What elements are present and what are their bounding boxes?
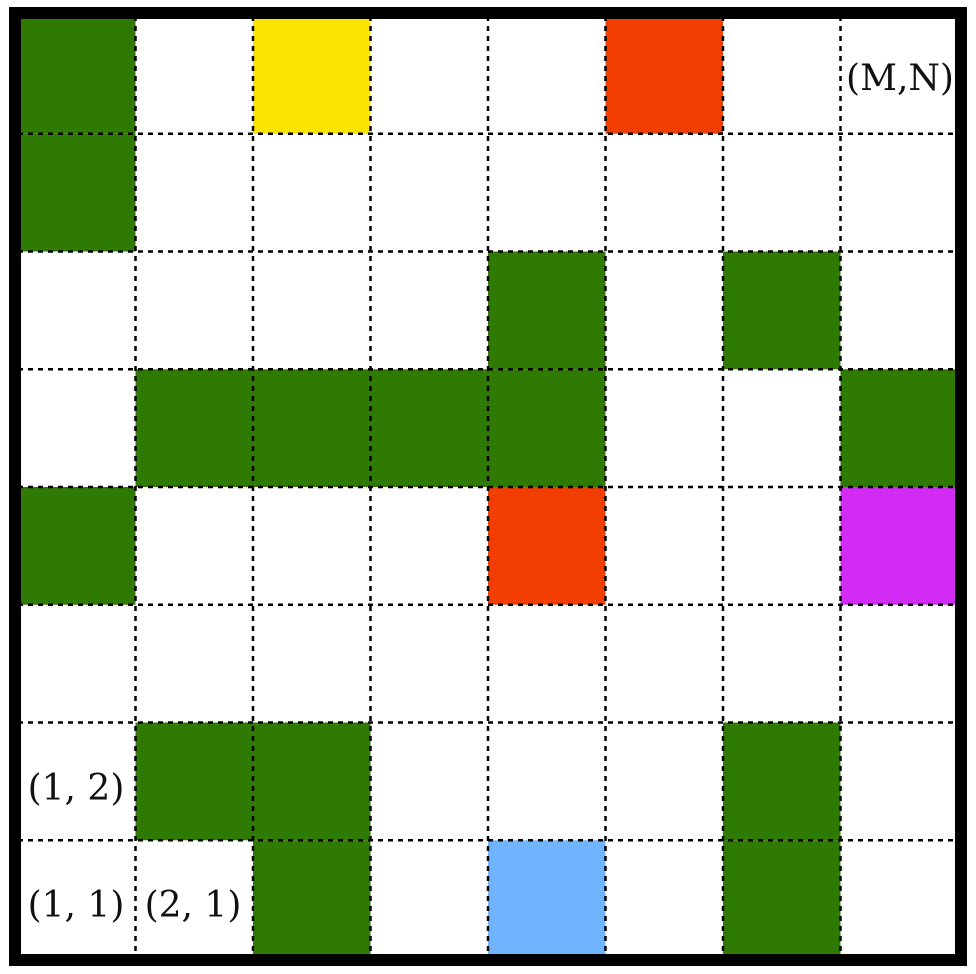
labels-layer: (M,N) (1, 2) (1, 1) (2, 1)	[28, 58, 954, 926]
obstacle-cell-1-8	[18, 16, 136, 134]
label-m-n: (M,N)	[846, 58, 954, 99]
obstacle-cell-5-6	[488, 251, 606, 370]
red-cell-cell-5-4	[488, 487, 606, 605]
cells-layer	[18, 16, 958, 958]
obstacle-cell-3-2	[253, 722, 371, 841]
grid-lines	[18, 16, 958, 958]
red-cell-cell-6-8	[605, 16, 723, 134]
magenta-cell-cell-8-4	[840, 487, 958, 605]
obstacle-cell-3-5	[253, 369, 371, 487]
obstacle-cell-7-1	[723, 840, 841, 958]
obstacle-cell-5-5	[488, 369, 606, 487]
obstacle-cell-2-5	[135, 369, 253, 487]
label-1-1: (1, 1)	[28, 885, 125, 926]
obstacle-cell-8-5	[840, 369, 958, 487]
obstacle-cell-1-4	[18, 487, 136, 605]
obstacle-cell-3-1	[253, 840, 371, 958]
obstacle-cell-7-6	[723, 251, 841, 370]
label-1-2: (1, 2)	[28, 768, 125, 809]
outer-border	[9, 7, 967, 966]
blue-cell-cell-5-1	[488, 840, 606, 958]
obstacle-cell-7-2	[723, 722, 841, 841]
yellow-cell-cell-3-8	[253, 16, 371, 134]
obstacle-cell-1-7	[18, 133, 136, 252]
obstacle-cell-2-2	[135, 722, 253, 841]
label-2-1: (2, 1)	[145, 885, 242, 926]
obstacle-cell-4-5	[370, 369, 488, 487]
